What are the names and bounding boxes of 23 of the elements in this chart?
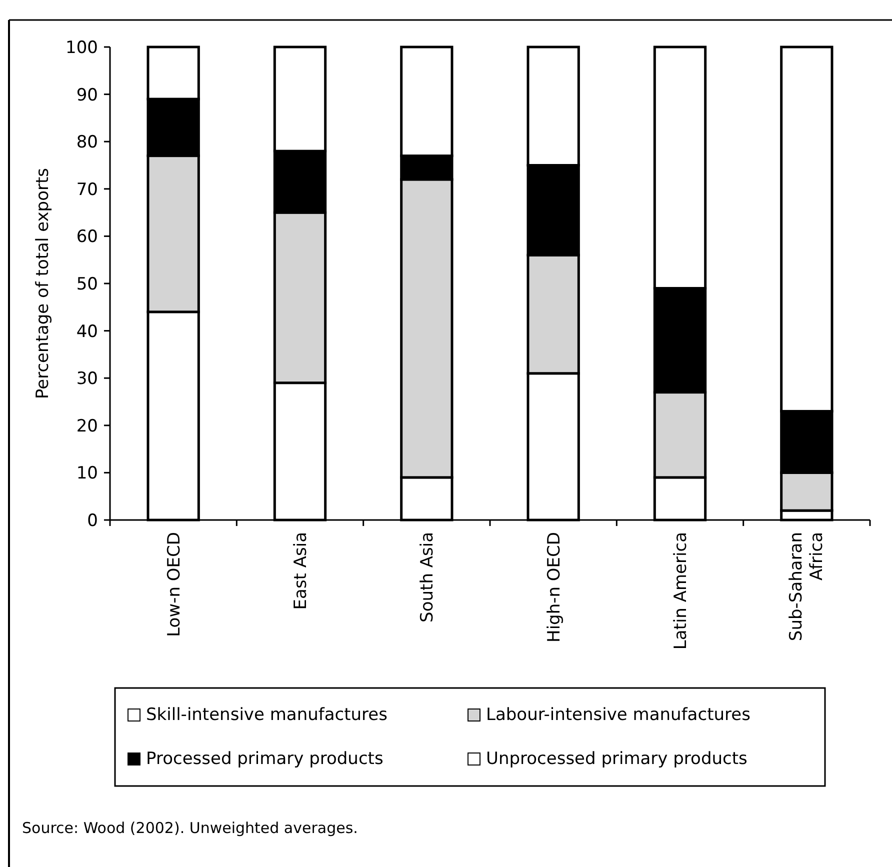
y-tick-label: 80 xyxy=(76,132,98,153)
source-note: Source: Wood (2002). Unweighted averages. xyxy=(22,819,358,837)
x-tick-label: Sub-Saharan Africa xyxy=(786,532,827,642)
y-tick-label: 70 xyxy=(76,180,98,200)
legend-label: Processed primary products xyxy=(146,749,384,769)
y-tick-label: 100 xyxy=(66,38,98,58)
y-axis-title: Percentage of total exports xyxy=(33,168,53,400)
x-tick-label: East Asia xyxy=(290,532,311,610)
y-tick-label: 30 xyxy=(76,369,98,390)
x-tick-label: High-n OECD xyxy=(544,532,564,642)
y-tick-label: 20 xyxy=(76,416,98,436)
legend-label: Skill-intensive manufactures xyxy=(146,705,388,725)
x-tick-label: South Asia xyxy=(418,532,438,622)
y-tick-label: 60 xyxy=(76,227,98,248)
legend-label: Labour-intensive manufactures xyxy=(486,705,751,725)
x-tick-label: Low-n OECD xyxy=(164,532,184,637)
x-tick-label: Latin America xyxy=(670,532,691,650)
y-tick-label: 10 xyxy=(76,464,98,484)
y-tick-label: 50 xyxy=(76,274,98,294)
y-tick-label: 0 xyxy=(87,510,98,531)
legend-label: Unprocessed primary products xyxy=(486,749,748,769)
y-tick-label: 40 xyxy=(76,322,98,342)
y-tick-label: 90 xyxy=(76,85,98,106)
